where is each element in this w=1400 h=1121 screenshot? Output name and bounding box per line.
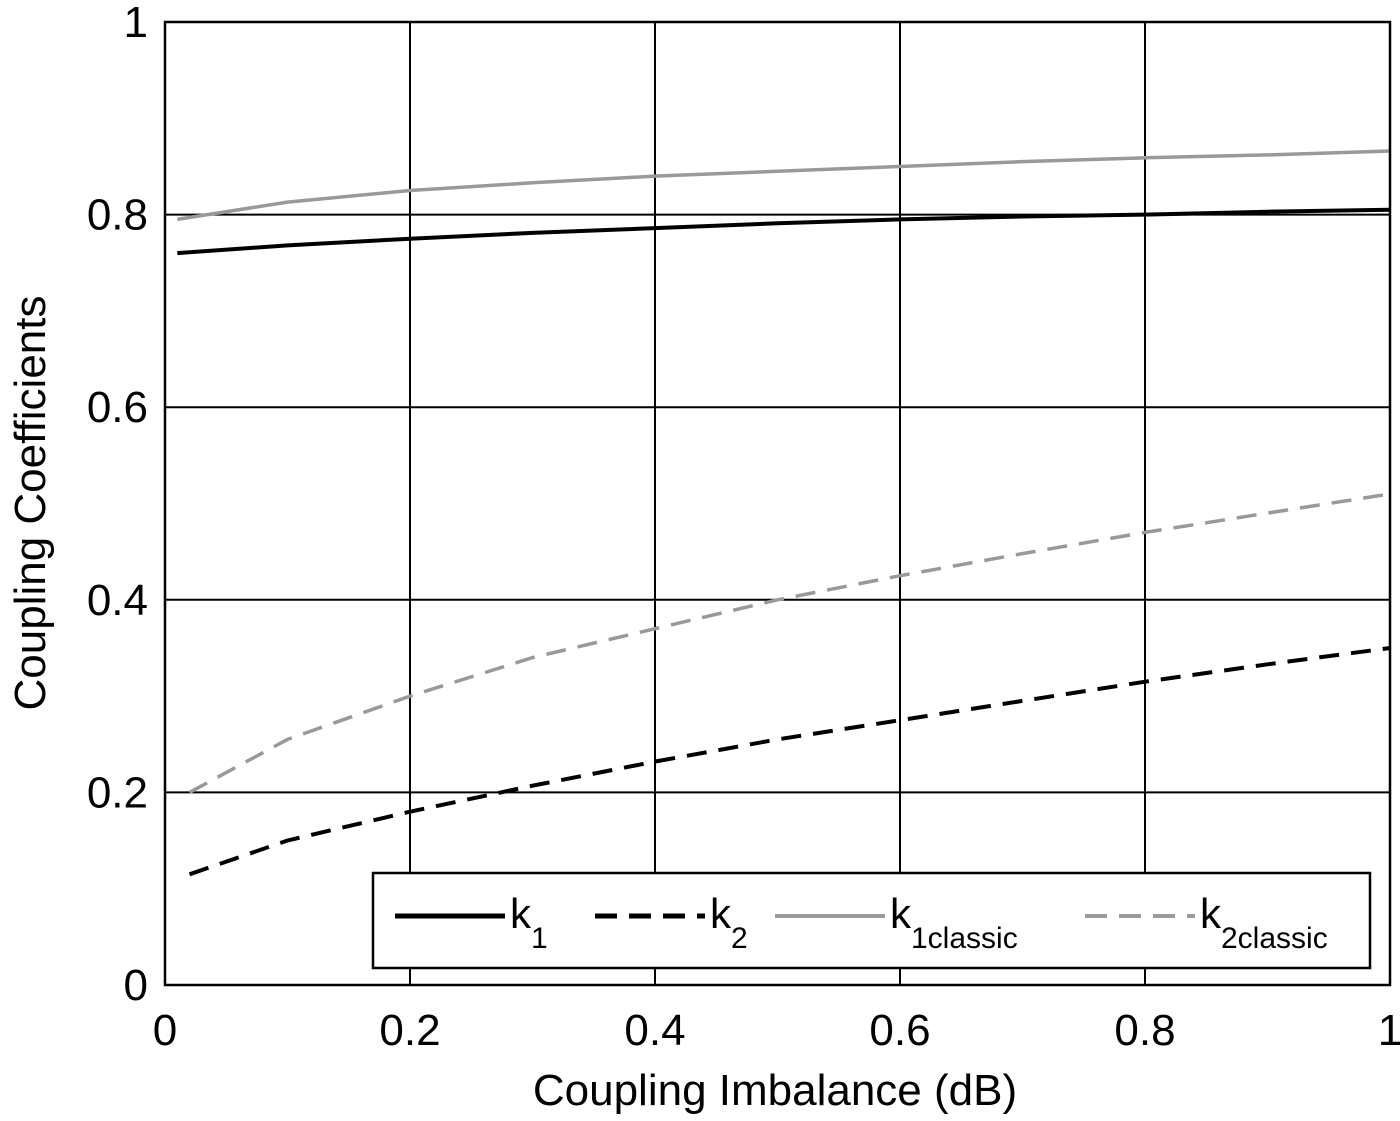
series-line-k2classic [188, 492, 1391, 794]
series-group [177, 149, 1391, 877]
x-tick-label: 0 [153, 1006, 177, 1055]
y-axis-label: Coupling Coefficients [6, 296, 55, 711]
x-tick-label: 0.2 [379, 1006, 440, 1055]
series-line-k2 [188, 646, 1391, 877]
x-tick-label: 0.4 [624, 1006, 685, 1055]
grid [164, 21, 1391, 986]
y-tick-label: 0.6 [87, 383, 148, 432]
plot-frame [163, 20, 1392, 987]
legend-label-k1: k1 [510, 890, 548, 955]
y-tick-label: 1 [124, 0, 148, 47]
y-tick-label: 0.2 [87, 768, 148, 817]
series-line-k1classic [177, 149, 1391, 222]
x-tick-label: 0.8 [1114, 1006, 1175, 1055]
legend-label-k2: k2 [710, 890, 748, 955]
legend-box [371, 871, 1372, 970]
y-tick-label: 0 [124, 961, 148, 1010]
x-tick-label: 0.6 [869, 1006, 930, 1055]
series-line-k1 [177, 207, 1391, 256]
legend-label-k1classic: k1classic [890, 890, 1018, 955]
y-tick-label: 0.4 [87, 576, 148, 625]
legend: k1 k2 k1classic k2classic [371, 871, 1372, 970]
legend-label-k2classic: k2classic [1200, 890, 1328, 955]
x-tick-label: 1 [1378, 1006, 1400, 1055]
y-tick-label: 0.8 [87, 191, 148, 240]
tick-labels: 0 0.2 0.4 0.6 0.8 1 0 0.2 0.4 0.6 0.8 1 [87, 0, 1400, 1055]
x-axis-label: Coupling Imbalance (dB) [533, 1066, 1017, 1115]
